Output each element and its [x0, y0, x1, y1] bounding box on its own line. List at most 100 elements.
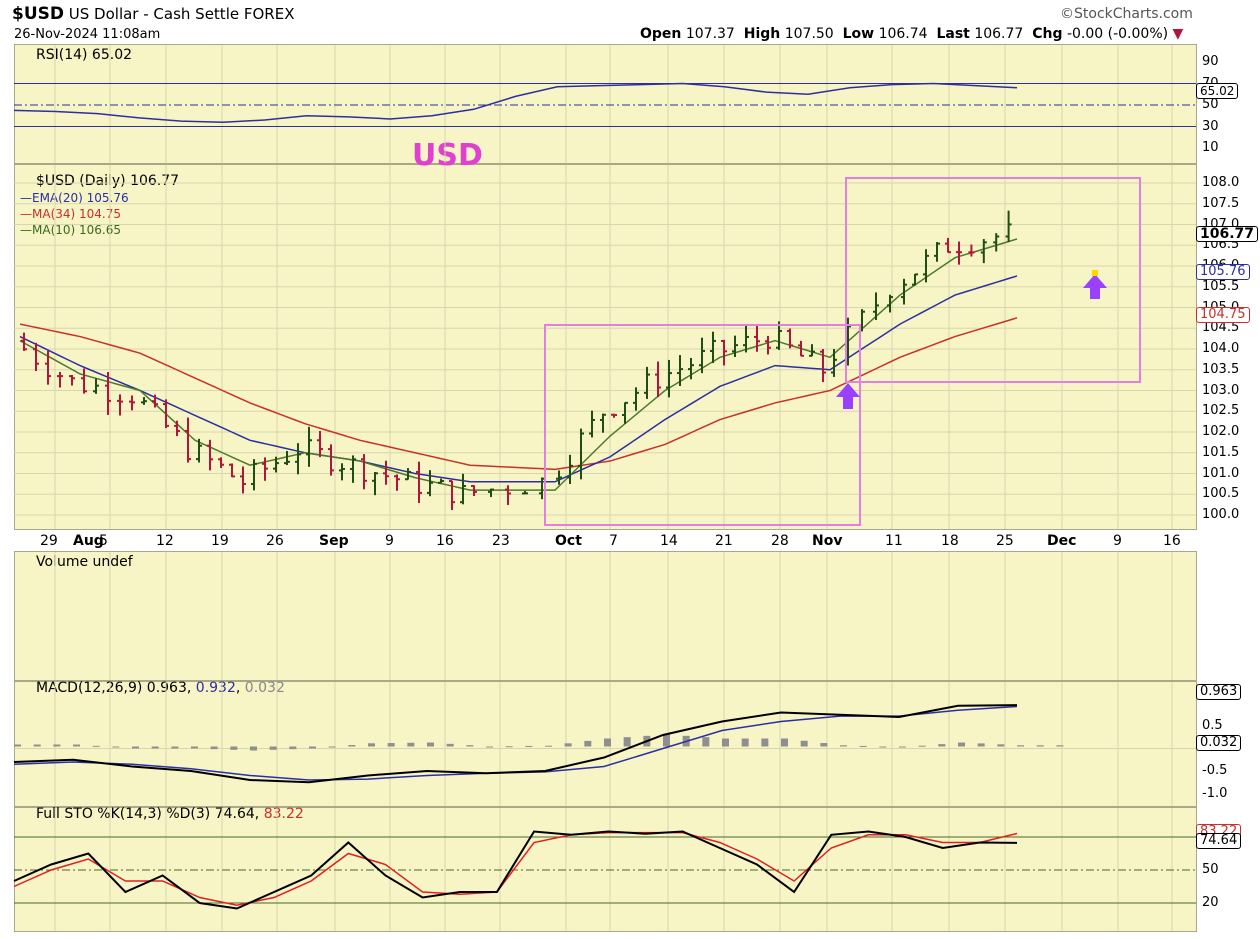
- x-tick-label: 9: [385, 533, 394, 549]
- volume-panel: [14, 551, 1197, 681]
- macd-histogram-bar: [545, 745, 552, 747]
- legend-ma10-value: 106.65: [79, 223, 122, 237]
- rsi-label: RSI(14) 65.02: [36, 47, 133, 63]
- sto-k: 74.64: [214, 806, 255, 822]
- sto-tick: 50: [1202, 862, 1219, 877]
- macd-histogram-bar: [368, 743, 375, 747]
- last-value: 106.77: [974, 26, 1024, 42]
- macd-histogram-bar: [387, 743, 395, 747]
- macd-histogram-bar: [525, 745, 533, 747]
- sto-k-tag: 74.64: [1196, 833, 1242, 849]
- macd-histogram-bar: [859, 745, 867, 747]
- macd-histogram-bar: [132, 746, 139, 749]
- macd-tick: 0.5: [1202, 718, 1223, 733]
- price-tick: 104.5: [1202, 320, 1240, 336]
- macd-histogram-bar: [1056, 745, 1064, 747]
- macd-value: 0.963: [146, 680, 187, 696]
- datetime: 26-Nov-2024 11:08am: [14, 27, 161, 42]
- rsi-tick: 90: [1202, 54, 1219, 69]
- high-value: 107.50: [784, 26, 834, 42]
- price-tick: 101.5: [1202, 444, 1240, 460]
- macd-histogram-bar: [250, 746, 257, 751]
- x-tick-label: 16: [1163, 533, 1181, 549]
- last-label: Last: [936, 26, 970, 42]
- chevron-down-icon[interactable]: ▼: [1172, 26, 1184, 42]
- macd-histogram-bar: [269, 746, 277, 750]
- macd-histogram-bar: [879, 746, 887, 748]
- price-tick: 105.5: [1202, 278, 1240, 294]
- open-value: 107.37: [685, 26, 735, 42]
- x-tick-label: Oct: [555, 533, 582, 549]
- annotation-usd: USD: [412, 138, 483, 173]
- macd-histogram-bar: [14, 744, 21, 747]
- macd-histogram-bar: [427, 742, 434, 747]
- sto-label: Full STO %K(14,3) %D(3) 74.64, 83.22: [36, 806, 304, 822]
- x-tick-label: Dec: [1047, 533, 1077, 549]
- macd-tag: 0.963: [1196, 684, 1242, 700]
- x-tick-label: 7: [609, 533, 618, 549]
- macd-line: [13, 704, 1018, 784]
- macd-histogram-bar: [210, 746, 218, 750]
- legend-ma10-name: MA(10): [32, 223, 76, 237]
- macd-histogram-bar: [446, 743, 454, 747]
- up-arrow-icon: [836, 383, 860, 409]
- price-title: $USD (Daily) 106.77: [36, 173, 180, 189]
- rsi-tick: 50: [1202, 97, 1219, 112]
- macd-histogram-bar: [722, 738, 729, 747]
- macd-histogram-bar: [73, 744, 80, 747]
- macd-histogram-bar: [938, 744, 946, 747]
- macd-histogram-bar: [564, 743, 572, 747]
- high-label: High: [743, 26, 781, 42]
- x-tick-label: 26: [266, 533, 284, 549]
- x-tick-label: 16: [436, 533, 454, 549]
- ema-tag: 105.76: [1196, 264, 1250, 280]
- x-tick-label: 14: [660, 533, 678, 549]
- sto-k-line: [13, 830, 1018, 910]
- macd-hist-tag: 0.032: [1196, 735, 1242, 751]
- price-tick: 103.0: [1202, 382, 1240, 398]
- last-price-tag: 106.77: [1196, 226, 1259, 242]
- legend-ma10: —MA(10) 106.65: [20, 223, 122, 237]
- macd-histogram-bar: [840, 745, 847, 747]
- macd-histogram-bar: [918, 745, 926, 747]
- rsi-tick: 10: [1202, 140, 1219, 155]
- macd-label: MACD(12,26,9) 0.963, 0.932, 0.032: [36, 680, 285, 696]
- ohlc-readout: Open 107.37 High 107.50 Low 106.74 Last …: [640, 26, 1183, 42]
- rsi-panel: [14, 44, 1197, 164]
- macd-histogram-bar: [171, 746, 179, 749]
- price-tick: 102.0: [1202, 424, 1240, 439]
- x-tick-label: 18: [941, 533, 959, 549]
- macd-histogram-bar: [623, 737, 631, 747]
- macd-histogram-bar: [309, 746, 316, 749]
- macd-histogram-bar: [604, 738, 611, 747]
- x-tick-label: 25: [996, 533, 1014, 549]
- marker: [1092, 270, 1098, 276]
- rsi-line: [13, 82, 1018, 123]
- macd-histogram-bar: [348, 745, 356, 747]
- sto-d: 83.22: [263, 806, 304, 822]
- legend-ma34-name: MA(34): [32, 207, 76, 221]
- macd-histogram-bar: [407, 742, 415, 747]
- macd-histogram-bar: [1017, 745, 1024, 747]
- macd-tick: -1.0: [1202, 785, 1228, 801]
- price-tick: 104.0: [1202, 341, 1240, 356]
- legend-ma34: —MA(34) 104.75: [20, 207, 122, 221]
- legend-ema-value: 105.76: [86, 191, 129, 205]
- macd-histogram-bar: [958, 742, 965, 747]
- macd-histogram-bar: [112, 746, 120, 748]
- macd-histogram-bar: [800, 740, 808, 747]
- macd-histogram-bar: [466, 745, 474, 747]
- chg-value: -0.00 (-0.00%): [1066, 26, 1169, 42]
- volume-label: Volume undef: [36, 554, 133, 570]
- sto-tick: 20: [1202, 895, 1219, 910]
- sto-d-line: [13, 831, 1018, 906]
- legend-ema: —EMA(20) 105.76: [20, 191, 129, 205]
- exchange: FOREX: [243, 5, 295, 23]
- ma-tag: 104.75: [1196, 307, 1250, 323]
- ema20-line: [19, 275, 1018, 483]
- macd-histogram-bar: [191, 746, 198, 749]
- chg-label: Chg: [1032, 26, 1063, 42]
- x-tick-label: Sep: [319, 533, 349, 549]
- legend-ma34-value: 104.75: [79, 207, 122, 221]
